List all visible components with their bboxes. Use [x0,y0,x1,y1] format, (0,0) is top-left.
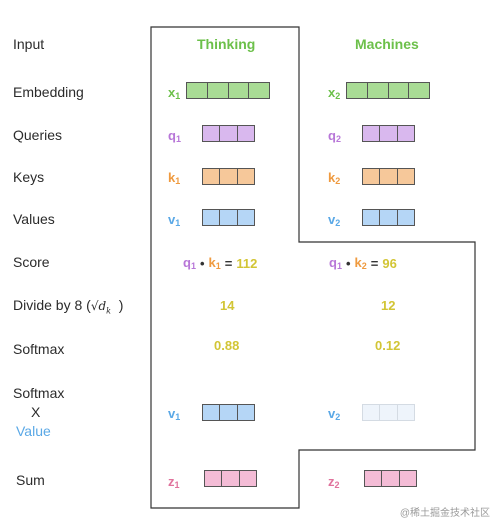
divided-score-2: 12 [381,298,396,313]
embedding-vector-x2 [346,82,430,99]
symbol-weighted-v1: v1 [168,406,181,422]
row-label-softmax-x-value: Softmax X Value [13,385,65,439]
symbol-v2: v2 [328,212,341,228]
embedding-vector-x1 [186,82,270,99]
score-expression-2: q1 • k2 = 96 [329,255,397,271]
weighted-value-vector-2 [362,404,415,421]
key-vector-k1 [202,168,255,185]
weighted-value-vector-1 [202,404,255,421]
symbol-q1: q1 [168,128,181,144]
output-vector-z2 [364,470,417,487]
softmax-value-1: 0.88 [214,338,240,353]
value-vector-v2 [362,209,415,226]
query-vector-q1 [202,125,255,142]
symbol-k2: k2 [328,170,341,186]
row-label-embedding: Embedding [13,84,84,100]
row-label-keys: Keys [13,169,45,185]
output-vector-z1 [204,470,257,487]
watermark: @稀土掘金技术社区 [399,508,490,519]
row-label-input: Input [13,36,45,52]
column-word-thinking: Thinking [197,36,256,52]
row-label-softmax: Softmax [13,341,65,357]
column-word-machines: Machines [355,36,419,52]
symbol-weighted-v2: v2 [328,406,341,422]
query-vector-q2 [362,125,415,142]
row-label-score: Score [13,254,50,270]
row-label-sum: Sum [16,472,45,488]
value-vector-v1 [202,209,255,226]
symbol-v1: v1 [168,212,181,228]
key-vector-k2 [362,168,415,185]
score-expression-1: q1 • k1 = 112 [183,255,258,271]
symbol-k1: k1 [168,170,181,186]
symbol-z2: z2 [328,474,340,490]
row-label-queries: Queries [13,127,63,143]
divided-score-1: 14 [220,298,235,313]
symbol-x1: x1 [168,85,181,101]
row-label-divide: Divide by 8 (√dk ) [13,297,124,316]
symbol-x2: x2 [328,85,341,101]
row-label-values: Values [13,211,55,227]
symbol-z1: z1 [168,474,180,490]
symbol-q2: q2 [328,128,341,144]
softmax-value-2: 0.12 [375,338,401,353]
